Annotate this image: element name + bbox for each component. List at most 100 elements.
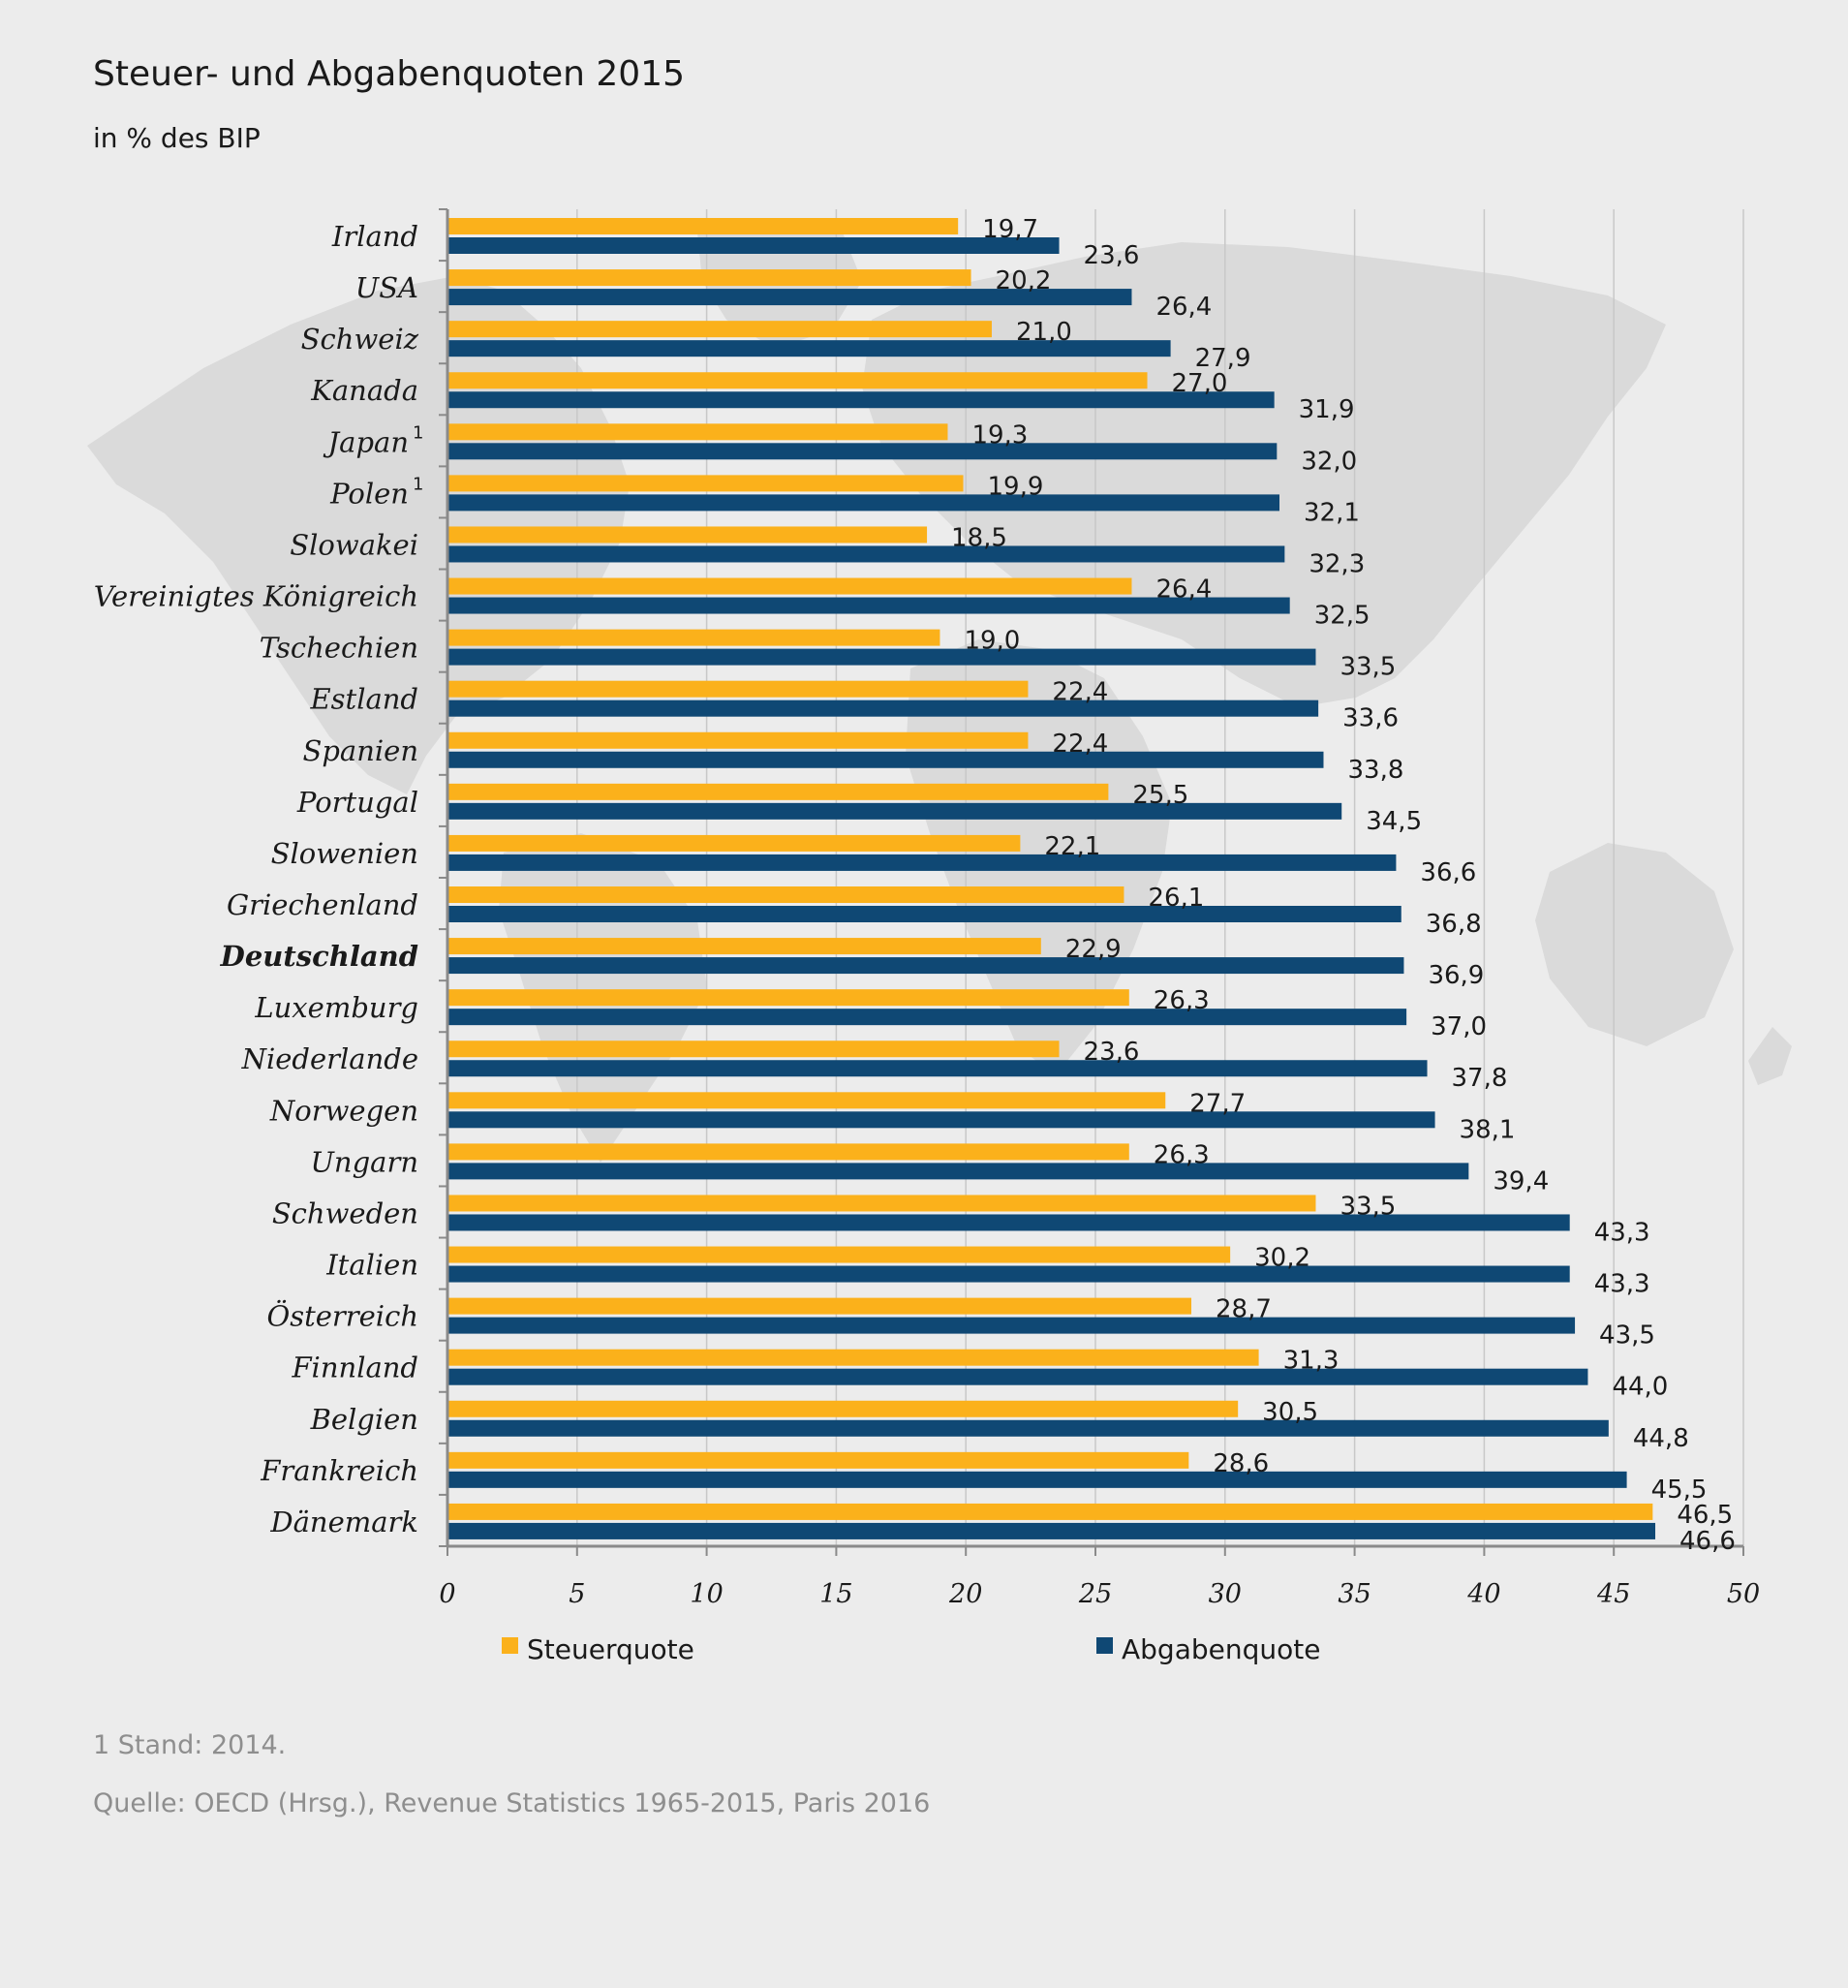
data-label-steuerquote: 27,0: [1172, 369, 1228, 398]
category-label: Belgien: [310, 1403, 418, 1436]
bar-abgabenquote: [447, 1522, 1656, 1539]
bar-abgabenquote: [447, 957, 1404, 975]
data-label-abgabenquote: 43,3: [1594, 1218, 1650, 1247]
data-label-abgabenquote: 37,8: [1452, 1064, 1508, 1093]
bar-steuerquote: [447, 834, 1021, 852]
data-label-abgabenquote: 32,3: [1309, 549, 1365, 578]
x-tick-label: 30: [1209, 1579, 1242, 1609]
data-label-steuerquote: 26,4: [1155, 575, 1212, 605]
data-label-abgabenquote: 33,5: [1340, 653, 1396, 682]
category-label: Portugal: [296, 786, 418, 819]
category-label: Italien: [325, 1249, 418, 1282]
bar-abgabenquote: [447, 1317, 1576, 1334]
data-label-abgabenquote: 44,8: [1633, 1424, 1689, 1453]
bar-abgabenquote: [447, 545, 1285, 563]
category-label: Griechenland: [227, 888, 418, 921]
category-label: Kanada: [310, 374, 418, 407]
data-label-abgabenquote: 36,9: [1428, 961, 1484, 990]
data-label-steuerquote: 33,5: [1340, 1192, 1396, 1221]
category-label: Irland: [331, 220, 418, 253]
data-label-abgabenquote: 46,6: [1679, 1527, 1736, 1556]
category-label: Spanien: [302, 734, 418, 767]
bar-abgabenquote: [447, 1419, 1609, 1437]
category-label: Vereinigtes Königreich: [94, 580, 418, 613]
data-label-steuerquote: 21,0: [1016, 318, 1072, 347]
bar-abgabenquote: [447, 237, 1060, 254]
bar-steuerquote: [447, 321, 992, 338]
data-label-steuerquote: 25,5: [1132, 781, 1188, 810]
category-label: Slowenien: [271, 837, 418, 870]
bar-steuerquote: [447, 1451, 1189, 1469]
legend-label-abgabenquote: Abgabenquote: [1122, 1633, 1320, 1665]
data-label-abgabenquote: 31,9: [1299, 395, 1355, 424]
bar-steuerquote: [447, 372, 1148, 389]
data-label-steuerquote: 26,3: [1154, 986, 1210, 1015]
category-label: Niederlande: [241, 1042, 418, 1075]
category-label: Slowakei: [290, 528, 418, 561]
x-tick-label: 50: [1727, 1579, 1760, 1609]
x-tick-label: 45: [1596, 1579, 1630, 1609]
category-label: Finnland: [291, 1351, 418, 1384]
bar-steuerquote: [447, 629, 940, 646]
data-label-steuerquote: 30,2: [1254, 1244, 1310, 1273]
bar-abgabenquote: [447, 1009, 1407, 1026]
bar-abgabenquote: [447, 906, 1401, 922]
chart-title: Steuer- und Abgabenquoten 2015: [93, 54, 685, 94]
data-label-abgabenquote: 33,6: [1342, 704, 1399, 733]
data-labels: 19,7 23,6 20,2 26,4 21,0 27,927,0 31,9 19,3 32,0…: [951, 215, 1736, 1556]
x-tick-label: 40: [1466, 1579, 1500, 1609]
data-label-steuerquote: 22,4: [1052, 678, 1108, 707]
legend: Steuerquote Abgabenquote: [502, 1633, 1320, 1665]
x-tick-label: 25: [1078, 1579, 1112, 1609]
bar-steuerquote: [447, 475, 964, 492]
bar-steuerquote: [447, 886, 1124, 903]
x-tick-label: 10: [690, 1579, 723, 1609]
category-label: Ungarn: [310, 1145, 418, 1178]
bar-steuerquote: [447, 1503, 1653, 1520]
source-note: Quelle: OECD (Hrsg.), Revenue Statistics…: [93, 1788, 931, 1818]
bar-steuerquote: [447, 1092, 1166, 1109]
data-label-abgabenquote: 26,4: [1155, 293, 1212, 322]
data-label-steuerquote: 28,6: [1213, 1449, 1269, 1478]
data-label-steuerquote: 26,1: [1148, 884, 1204, 913]
category-label: Dänemark: [269, 1506, 418, 1538]
bar-series: [447, 218, 1656, 1539]
bar-steuerquote: [447, 1195, 1316, 1212]
map-australia: [1535, 843, 1734, 1046]
bar-abgabenquote: [447, 1163, 1469, 1180]
data-label-steuerquote: 28,7: [1216, 1295, 1272, 1324]
data-label-steuerquote: 20,2: [996, 266, 1052, 295]
data-label-abgabenquote: 33,8: [1347, 756, 1403, 785]
bar-steuerquote: [447, 269, 971, 287]
bar-steuerquote: [447, 1349, 1259, 1366]
legend-swatch-steuerquote: [502, 1637, 518, 1654]
bar-abgabenquote: [447, 1265, 1570, 1283]
category-label: Schweden: [272, 1196, 418, 1229]
data-label-abgabenquote: 34,5: [1366, 807, 1422, 836]
data-label-steuerquote: 19,3: [971, 420, 1028, 450]
data-label-steuerquote: 22,4: [1052, 730, 1108, 759]
data-label-abgabenquote: 37,0: [1431, 1012, 1487, 1041]
data-label-steuerquote: 22,1: [1044, 832, 1100, 861]
map-new-zealand: [1748, 1027, 1792, 1085]
data-label-abgabenquote: 45,5: [1651, 1475, 1708, 1505]
bar-steuerquote: [447, 1297, 1192, 1315]
data-label-abgabenquote: 39,4: [1493, 1166, 1549, 1196]
data-label-abgabenquote: 36,6: [1420, 858, 1476, 887]
data-label-steuerquote: 27,7: [1189, 1089, 1246, 1118]
data-label-abgabenquote: 32,5: [1314, 602, 1371, 631]
bar-abgabenquote: [447, 854, 1397, 871]
bar-steuerquote: [447, 1041, 1060, 1058]
chart-subtitle: in % des BIP: [93, 122, 261, 154]
x-tick-labels: 0 5 10 15 20 25 30 35 40 45 50: [439, 1579, 1760, 1609]
data-label-steuerquote: 23,6: [1084, 1038, 1140, 1067]
data-label-steuerquote: 30,5: [1262, 1398, 1318, 1427]
category-label: Tschechien: [260, 632, 418, 665]
bar-abgabenquote: [447, 1060, 1428, 1077]
data-label-abgabenquote: 27,9: [1195, 344, 1251, 373]
x-tick-label: 20: [948, 1579, 982, 1609]
legend-label-steuerquote: Steuerquote: [527, 1633, 694, 1665]
category-label: Frankreich: [260, 1454, 418, 1487]
category-superscript: 1: [413, 422, 423, 443]
